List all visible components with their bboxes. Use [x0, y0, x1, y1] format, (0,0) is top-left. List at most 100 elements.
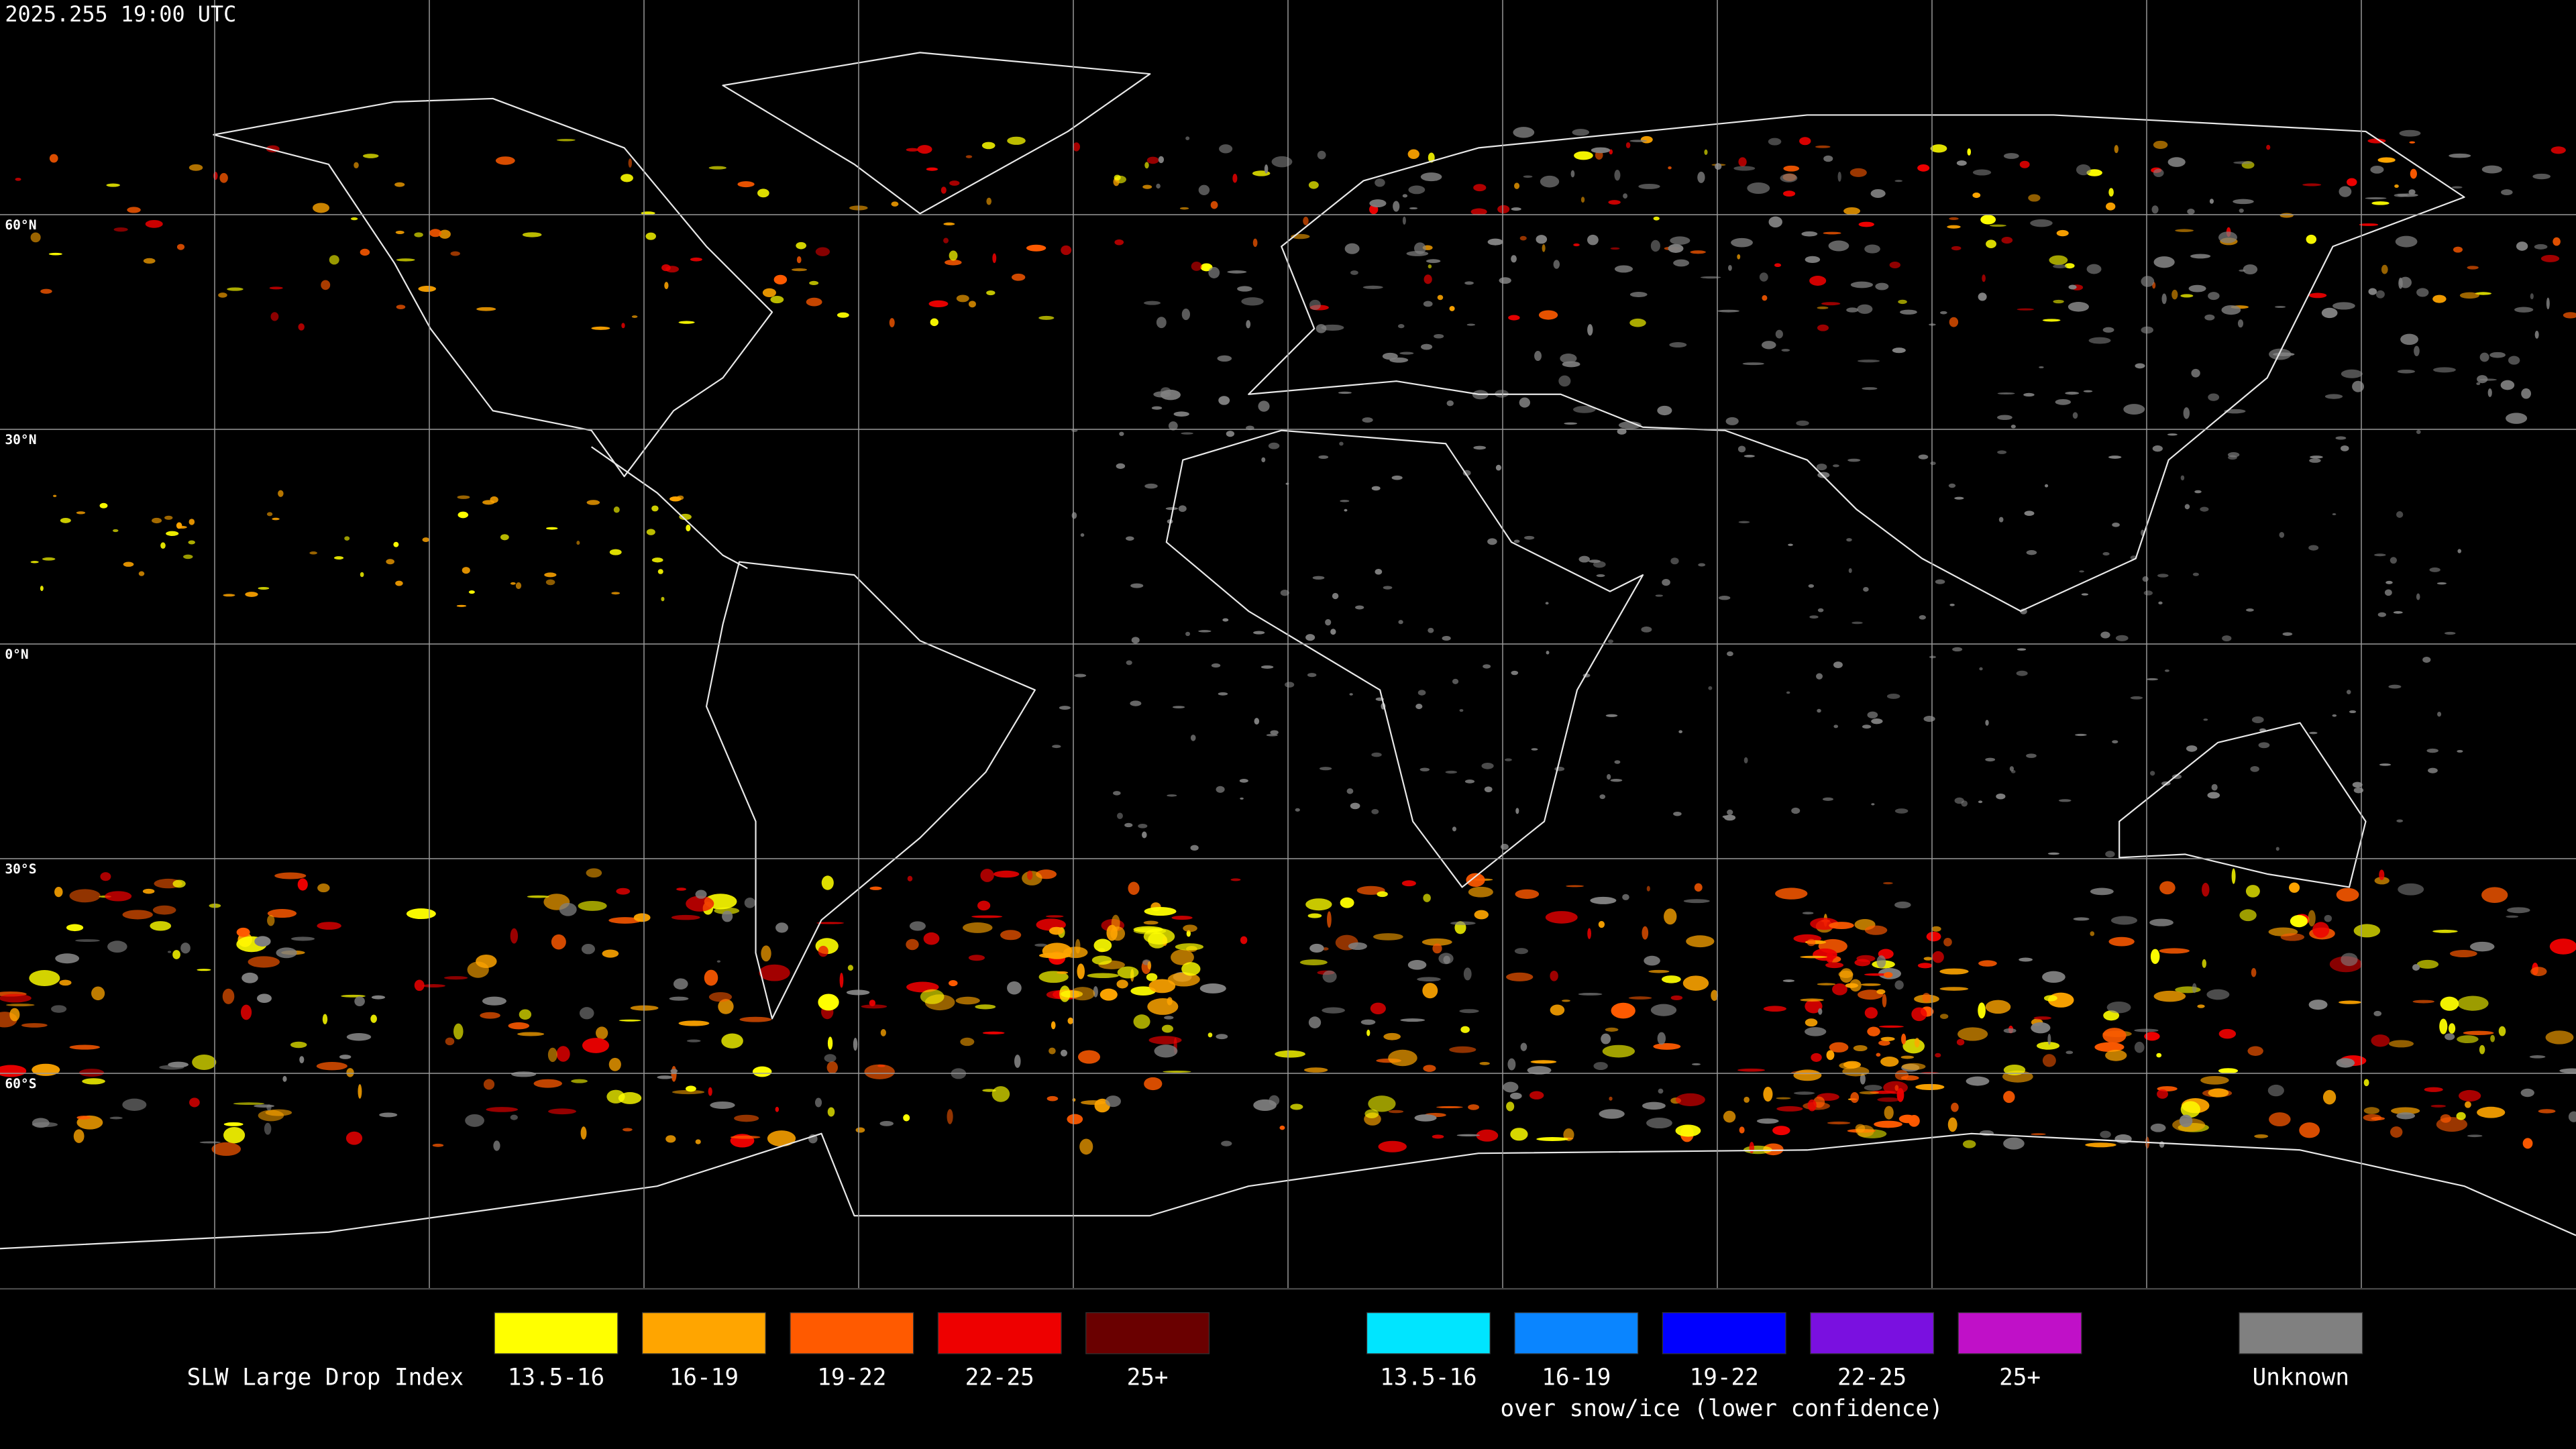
legend: 13.5-16 16-19 19-22 22-25 25+ 13.5-16 16-19 19-…: [494, 1312, 2363, 1391]
cloud-patch: [15, 177, 21, 181]
cloud-patch: [395, 580, 403, 586]
cloud-patch: [1393, 201, 1400, 212]
cloud-patch: [1428, 264, 1432, 269]
cloud-patch: [2218, 231, 2237, 244]
cloud-patch: [1809, 276, 1827, 286]
cloud-patch: [2231, 868, 2236, 884]
cloud-patch: [2352, 782, 2363, 788]
cloud-patch: [2222, 635, 2232, 641]
cloud-patch: [1318, 455, 1329, 459]
cloud-patch: [1843, 207, 1860, 215]
cloud-patch: [991, 1086, 1010, 1102]
legend-swatch: [494, 1312, 619, 1354]
cloud-patch: [2094, 1042, 2125, 1053]
cloud-patch: [1388, 1049, 1417, 1067]
cloud-patch: [646, 529, 655, 535]
cloud-patch: [671, 914, 700, 920]
cloud-patch: [2042, 1054, 2056, 1067]
cloud-patch: [1763, 1006, 1786, 1012]
cloud-patch: [651, 557, 663, 563]
cloud-patch: [299, 1056, 305, 1064]
cloud-patch: [676, 495, 684, 500]
cloud-patch: [545, 579, 555, 586]
cloud-patch: [233, 1102, 265, 1106]
cloud-patch: [580, 1126, 587, 1140]
cloud-patch: [1601, 1033, 1611, 1044]
cloud-patch: [1572, 129, 1590, 136]
cloud-patch: [360, 572, 364, 578]
cloud-patch: [545, 527, 558, 530]
cloud-patch: [2390, 557, 2398, 564]
cloud-patch: [1949, 603, 1955, 606]
coastline: [722, 52, 1151, 215]
cloud-patch: [2371, 201, 2390, 205]
cloud-patch: [2153, 168, 2164, 177]
cloud-patch: [1922, 992, 1931, 1003]
cloud-patch: [1059, 706, 1071, 710]
cloud-patch: [1878, 1040, 1890, 1046]
cloud-patch: [846, 989, 870, 996]
cloud-patch: [2534, 244, 2548, 250]
cloud-patch: [2396, 819, 2404, 822]
cloud-patch: [59, 979, 72, 986]
cloud-patch: [1178, 505, 1187, 513]
cloud-patch: [1943, 937, 1952, 947]
coastline: [705, 561, 1036, 1020]
cloud-patch: [1874, 1120, 1902, 1128]
cloud-patch: [1181, 432, 1193, 435]
cloud-patch: [1846, 538, 1852, 542]
cloud-patch: [1704, 149, 1708, 156]
cloud-patch: [595, 1026, 608, 1040]
cloud-patch: [581, 943, 595, 955]
cloud-patch: [818, 994, 839, 1011]
legend-caption: over snow/ice (lower confidence): [1500, 1395, 1943, 1422]
cloud-patch: [708, 992, 733, 1002]
cloud-patch: [1860, 983, 1881, 986]
cloud-patch: [664, 282, 669, 290]
cloud-patch: [1915, 1083, 1945, 1091]
cloud-patch: [2363, 1107, 2380, 1114]
cloud-patch: [1172, 706, 1185, 709]
cloud-patch: [1511, 255, 1517, 263]
cloud-patch: [2075, 733, 2087, 737]
cloud-patch: [1894, 901, 1911, 909]
cloud-patch: [1346, 788, 1354, 794]
cloud-patch: [1407, 149, 1419, 160]
cloud-patch: [847, 965, 854, 971]
cloud-patch: [1375, 178, 1385, 187]
cloud-patch: [2237, 319, 2244, 328]
cloud-patch: [2332, 513, 2337, 516]
cloud-patch: [159, 1065, 184, 1070]
cloud-patch: [752, 1066, 772, 1077]
cloud-patch: [2436, 582, 2447, 585]
cloud-patch: [122, 1098, 147, 1111]
cloud-patch: [458, 511, 469, 519]
cloud-patch: [1051, 1021, 1056, 1030]
cloud-patch: [880, 1029, 886, 1036]
cloud-patch: [1796, 420, 1809, 426]
cloud-patch: [1295, 808, 1300, 812]
coastline: [1248, 114, 2465, 612]
cloud-patch: [1805, 999, 1823, 1014]
cloud-patch: [975, 1004, 996, 1010]
cloud-patch: [1144, 906, 1177, 916]
cloud-patch: [1894, 180, 1903, 182]
cloud-patch: [1570, 170, 1575, 178]
cloud-patch: [2448, 1023, 2456, 1034]
cloud-patch: [1175, 943, 1204, 951]
cloud-patch: [1578, 555, 1590, 563]
cloud-patch: [1738, 157, 1747, 167]
cloud-patch: [456, 604, 467, 607]
cloud-patch: [122, 910, 153, 920]
cloud-patch: [1822, 797, 1833, 801]
cloud-patch: [1143, 920, 1159, 925]
cloud-patch: [2171, 289, 2178, 300]
cloud-patch: [907, 875, 913, 881]
cloud-patch: [591, 326, 610, 330]
cloud-patch: [1776, 1097, 1791, 1099]
cloud-patch: [1160, 389, 1181, 400]
cloud-patch: [55, 953, 80, 964]
cloud-patch: [1791, 807, 1801, 814]
cloud-patch: [943, 237, 949, 244]
cloud-patch: [1932, 951, 1944, 963]
